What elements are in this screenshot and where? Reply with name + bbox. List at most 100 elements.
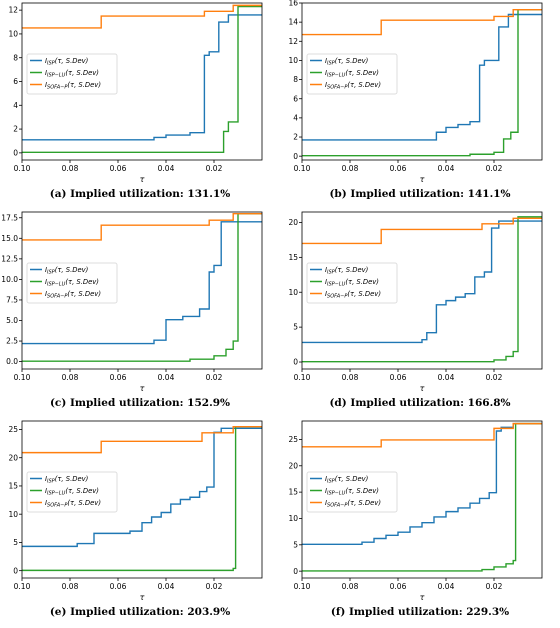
chart-svg: 0.10 0.08 0.06 0.04 0.02 0 2 4 6 8 10 12 τ I_ISP(τ, S… [8,2,263,184]
caption-d: (d) Implied utilization: 166.8% [329,397,511,409]
legend-box [306,53,398,95]
x-tick-label: 0.06 [110,164,127,173]
y-tick-label: 15 [288,488,298,497]
series-line-isp [22,427,262,548]
x-tick-label: 0.02 [486,373,503,382]
legend-entry-sofa_p: I_SOFA−P(τ, S.Dev)ISOFA−P(τ, S.Dev) [325,290,381,300]
y-tick-label: 15 [288,253,298,262]
y-tick-label: 8 [13,53,18,62]
y-tick-label: 2 [293,133,298,142]
chart-panel-c: 0.10 0.08 0.06 0.04 0.02 0.0 2.5 5.0 7.5 10.0 12.5… [0,209,280,395]
legend-entry-isp: I_ISP(τ, S.Dev)IISP(τ, S.Dev) [325,266,368,276]
legend-box [26,53,118,95]
y-tick-label: 6 [13,77,18,86]
y-tick-label: 10.0 [1,275,18,284]
y-tick-label: 12.5 [1,254,18,263]
x-tick-label: 0.10 [294,582,311,591]
x-tick-label: 0.10 [14,582,31,591]
y-tick-label: 25 [8,425,18,434]
y-tick-label: 15.0 [1,234,18,243]
series-line-sofa_p [302,422,542,448]
series-line-isp [22,221,262,345]
plot-frame [21,420,263,579]
x-tick-label: 0.04 [158,373,175,382]
y-tick-label: 12 [288,37,298,46]
x-tick-label: 0.02 [486,164,503,173]
plot-frame [21,211,263,370]
y-tick-label: 10 [8,30,18,39]
legend-entry-isp: I_ISP(τ, S.Dev)IISP(τ, S.Dev) [45,475,88,485]
legend-entry-sofa_p: I_SOFA−P(τ, S.Dev)ISOFA−P(τ, S.Dev) [325,81,381,91]
x-tick-label: 0.08 [62,164,79,173]
y-tick-label: 5 [293,540,298,549]
x-axis-label: τ [420,593,425,602]
x-tick-label: 0.10 [294,164,311,173]
x-tick-label: 0.04 [438,582,455,591]
x-axis-label: τ [420,384,425,393]
legend-box [306,471,398,513]
series-line-isp_lu [22,5,262,153]
plot-frame [301,211,543,370]
y-tick-label: 10 [288,56,298,65]
chart-svg: 0.10 0.08 0.06 0.04 0.02 0 2 4 6 8 10 12 14 16 τ I_ISP(… [288,0,543,184]
x-tick-label: 0.08 [342,582,359,591]
x-tick-label: 0.04 [158,582,175,591]
y-tick-label: 10 [8,510,18,519]
x-tick-label: 0.04 [438,373,455,382]
series-line-isp [22,14,262,141]
x-tick-label: 0.06 [390,582,407,591]
y-tick-label: 15 [8,482,18,491]
x-tick-label: 0.06 [390,164,407,173]
x-tick-label: 0.08 [62,373,79,382]
caption-c: (c) Implied utilization: 152.9% [49,397,231,409]
legend-box [26,262,118,304]
y-tick-label: 17.5 [1,213,18,222]
x-axis-label: τ [140,384,145,393]
series-line-isp_lu [302,422,542,572]
x-tick-label: 0.02 [486,582,503,591]
y-tick-label: 0 [13,566,18,575]
x-axis-label: τ [140,175,145,184]
y-tick-label: 0 [13,148,18,157]
x-tick-label: 0.06 [110,582,127,591]
legend-entry-isp: I_ISP(τ, S.Dev)IISP(τ, S.Dev) [325,475,368,485]
caption-a: (a) Implied utilization: 131.1% [49,188,231,200]
x-tick-label: 0.02 [206,582,223,591]
x-tick-label: 0.10 [14,373,31,382]
legend: I_ISP(τ, S.Dev)IISP(τ, S.Dev) I_ISP−LU(τ,… [26,471,118,513]
y-tick-label: 10 [288,288,298,297]
x-axis-label: τ [420,175,425,184]
legend-entry-isp: I_ISP(τ, S.Dev)IISP(τ, S.Dev) [45,57,88,67]
legend-box [306,262,398,304]
legend: I_ISP(τ, S.Dev)IISP(τ, S.Dev) I_ISP−LU(τ,… [306,471,398,513]
chart-svg: 0.10 0.08 0.06 0.04 0.02 0 5 10 15 20 τ I_ISP(τ, S.… [288,211,543,393]
legend-entry-isp_lu: I_ISP−LU(τ, S.Dev)IISP−LU(τ, S.Dev) [325,278,379,288]
x-tick-label: 0.10 [294,373,311,382]
caption-f: (f) Implied utilization: 229.3% [330,606,510,618]
legend-entry-sofa_p: I_SOFA−P(τ, S.Dev)ISOFA−P(τ, S.Dev) [45,81,101,91]
legend-entry-isp: I_ISP(τ, S.Dev)IISP(τ, S.Dev) [325,57,368,67]
y-tick-label: 4 [293,113,298,122]
y-tick-label: 8 [293,75,298,84]
series-line-sofa_p [302,217,542,245]
series-line-isp_lu [302,216,542,363]
y-tick-label: 20 [288,461,298,470]
y-tick-label: 0 [293,567,298,576]
y-tick-label: 0.0 [6,357,18,366]
y-tick-label: 16 [288,0,298,8]
chart-svg: 0.10 0.08 0.06 0.04 0.02 0.0 2.5 5.0 7.5 10.0 12.5… [1,211,263,393]
x-tick-label: 0.06 [110,373,127,382]
y-tick-label: 14 [288,18,298,27]
legend-box [26,471,118,513]
y-tick-label: 5.0 [6,316,18,325]
legend-entry-isp_lu: I_ISP−LU(τ, S.Dev)IISP−LU(τ, S.Dev) [45,278,99,288]
y-tick-label: 5 [293,323,298,332]
y-tick-label: 10 [288,514,298,523]
caption-e: (e) Implied utilization: 203.9% [49,606,231,618]
legend-entry-isp_lu: I_ISP−LU(τ, S.Dev)IISP−LU(τ, S.Dev) [325,69,379,79]
y-tick-label: 2 [13,125,18,134]
y-tick-label: 12 [8,6,18,15]
chart-panel-e: 0.10 0.08 0.06 0.04 0.02 0 5 10 15 20 25 τ I_ISP(τ, … [0,418,280,604]
x-tick-label: 0.08 [62,582,79,591]
